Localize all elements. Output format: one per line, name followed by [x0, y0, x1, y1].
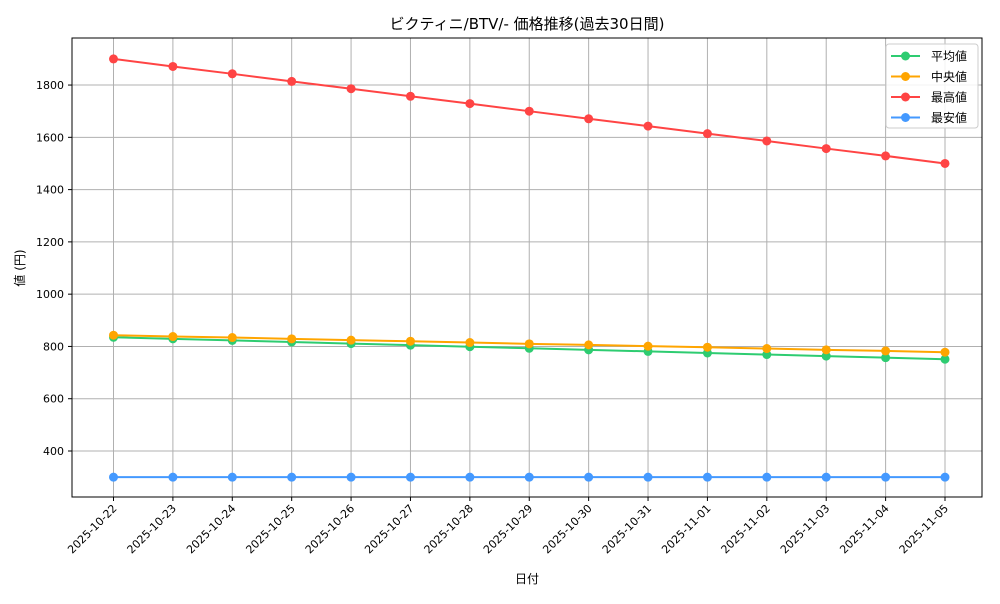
- y-tick-label: 1200: [36, 236, 64, 249]
- y-tick-label: 600: [43, 393, 64, 406]
- legend-label: 最高値: [931, 90, 967, 105]
- data-point: [405, 472, 415, 482]
- x-tick-label: 2025-11-02: [719, 502, 773, 556]
- x-tick-label: 2025-10-22: [65, 502, 119, 556]
- data-point: [109, 472, 118, 482]
- data-point: [940, 158, 950, 168]
- data-point: [643, 472, 653, 482]
- x-tick-label: 2025-10-29: [481, 502, 535, 556]
- legend-box: [885, 43, 979, 129]
- data-point: [168, 61, 178, 71]
- legend-marker: [901, 51, 910, 61]
- x-tick-label: 2025-11-05: [897, 502, 951, 556]
- data-point: [227, 333, 237, 343]
- data-point: [584, 114, 594, 124]
- data-point: [821, 144, 831, 154]
- data-point: [405, 91, 415, 101]
- data-point: [821, 351, 831, 361]
- data-point: [109, 330, 118, 340]
- data-point: [762, 344, 772, 354]
- x-tick-label: 2025-11-04: [837, 502, 891, 556]
- x-tick-label: 2025-10-31: [600, 502, 654, 556]
- data-point: [940, 347, 950, 357]
- x-tick-label: 2025-10-25: [243, 502, 297, 556]
- data-point: [168, 332, 178, 342]
- x-tick-label: 2025-10-24: [184, 502, 238, 556]
- x-tick-label: 2025-10-28: [422, 502, 476, 556]
- data-point: [881, 472, 891, 482]
- data-point: [702, 129, 712, 139]
- data-point: [465, 338, 475, 348]
- data-point: [762, 136, 772, 146]
- data-point: [168, 472, 178, 482]
- y-axis-label: 値 (円): [12, 249, 27, 286]
- data-point: [227, 472, 237, 482]
- data-point: [524, 339, 534, 349]
- x-axis-label: 日付: [515, 572, 539, 586]
- y-tick-label: 1400: [36, 184, 64, 197]
- data-point: [405, 336, 415, 346]
- x-tick-label: 2025-11-03: [778, 502, 832, 556]
- legend-marker: [901, 72, 910, 81]
- data-point: [821, 472, 831, 482]
- plot-frame: [71, 37, 983, 498]
- data-point: [227, 69, 237, 79]
- y-tick-label: 800: [43, 340, 64, 353]
- data-point: [702, 342, 712, 352]
- data-point: [584, 340, 594, 350]
- data-point: [346, 335, 356, 345]
- data-point: [346, 472, 356, 482]
- data-point: [940, 472, 950, 482]
- legend-marker: [901, 92, 910, 102]
- data-point: [109, 54, 118, 64]
- x-tick-label: 2025-10-26: [303, 502, 357, 556]
- data-point: [287, 472, 297, 482]
- x-tick-label: 2025-10-30: [540, 502, 594, 556]
- data-point: [524, 106, 534, 116]
- y-tick-label: 400: [43, 445, 64, 458]
- data-point: [643, 121, 653, 131]
- y-tick-label: 1800: [36, 79, 64, 92]
- data-point: [940, 354, 950, 364]
- data-point: [643, 341, 653, 351]
- data-point: [346, 84, 356, 94]
- data-point: [881, 353, 891, 363]
- data-point: [287, 76, 297, 86]
- x-tick-label: 2025-10-27: [362, 502, 416, 556]
- data-point: [287, 334, 297, 344]
- x-tick-label: 2025-11-01: [659, 502, 713, 556]
- legend-label: 平均値: [931, 49, 967, 64]
- data-point: [465, 472, 475, 482]
- x-tick-label: 2025-10-23: [125, 502, 179, 556]
- data-point: [524, 472, 534, 482]
- legend-label: 最安値: [931, 110, 967, 125]
- data-point: [584, 472, 594, 482]
- data-point: [465, 99, 475, 109]
- data-point: [881, 151, 891, 161]
- chart-title: ビクティニ/BTV/- 価格推移(過去30日間): [390, 15, 665, 33]
- legend-label: 中央値: [931, 69, 967, 84]
- data-point: [821, 345, 831, 355]
- y-tick-label: 1600: [36, 131, 64, 144]
- legend-marker: [901, 113, 910, 122]
- data-point: [881, 346, 891, 356]
- data-point: [702, 472, 712, 482]
- data-point: [762, 472, 772, 482]
- y-tick-label: 1000: [36, 288, 64, 301]
